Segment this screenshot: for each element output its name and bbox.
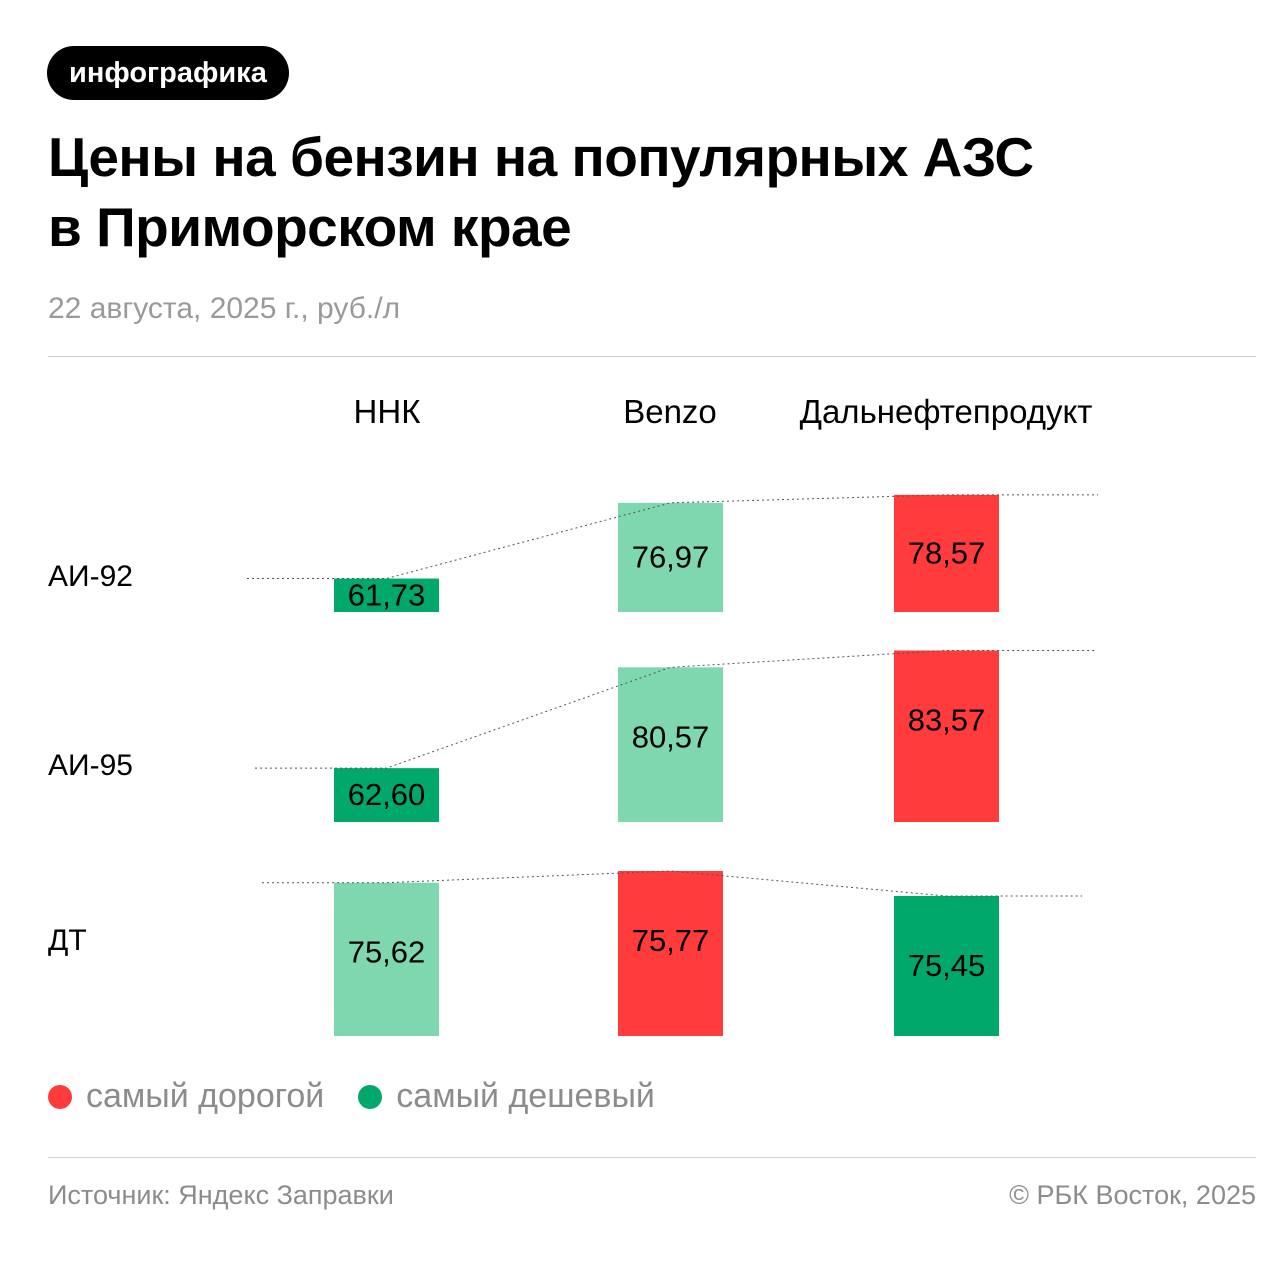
bar-value-label: 83,57 <box>908 703 986 738</box>
trend-line-2 <box>255 650 1096 769</box>
green-dot-icon <box>358 1084 383 1109</box>
bar-2-3 <box>894 650 999 822</box>
bar-3-1 <box>334 882 439 1036</box>
legend-item-most-expensive: самый дорогой <box>48 1077 324 1116</box>
bar-value-label: 75,62 <box>348 935 426 970</box>
row-label-ai95: АИ-95 <box>48 749 133 782</box>
bar-value-label: 75,77 <box>632 923 710 958</box>
red-dot-icon <box>48 1084 72 1109</box>
bar-1-3 <box>894 494 999 612</box>
infographic-tag: инфографика <box>47 46 289 100</box>
bar-3-2 <box>618 871 723 1036</box>
bar-1-2 <box>618 502 723 612</box>
copyright-note: © РБК Восток, 2025 <box>1009 1180 1256 1210</box>
row-label-dt: ДТ <box>48 924 87 957</box>
title-line-1: Цены на бензин на популярных АЗС <box>48 126 1034 188</box>
bar-value-label: 75,45 <box>908 948 986 983</box>
bar-3-3 <box>894 896 999 1036</box>
bar-value-label: 78,57 <box>908 535 986 570</box>
source-note: Источник: Яндекс Заправки <box>48 1180 394 1210</box>
legend-label-cheapest: самый дешевый <box>396 1077 655 1115</box>
top-divider <box>48 356 1256 357</box>
trend-line-1 <box>247 494 1098 580</box>
column-label-nnk: ННК <box>353 393 421 430</box>
bar-2-1 <box>334 768 439 822</box>
legend: самый дорогой самый дешевый <box>48 1077 689 1116</box>
bar-value-label: 62,60 <box>348 777 426 812</box>
bar-2-2 <box>618 667 723 822</box>
legend-item-cheapest: самый дешевый <box>358 1077 655 1116</box>
bar-value-label: 61,73 <box>348 577 426 612</box>
bar-value-label: 76,97 <box>632 539 710 574</box>
bar-value-label: 80,57 <box>632 719 710 754</box>
row-label-ai92: АИ-92 <box>48 560 133 593</box>
chart-subtitle: 22 августа, 2025 г., руб./л <box>48 292 401 325</box>
bottom-divider <box>48 1157 1256 1158</box>
column-label-dalnefteprodukt: Дальнефтепродукт <box>799 393 1093 430</box>
bar-1-1 <box>334 578 439 612</box>
title-line-2: в Приморском крае <box>48 196 572 258</box>
page-title: Цены на бензин на популярных АЗС в Примо… <box>48 122 1228 262</box>
legend-label-most-expensive: самый дорогой <box>86 1077 325 1115</box>
column-label-benzo: Benzo <box>623 393 717 430</box>
